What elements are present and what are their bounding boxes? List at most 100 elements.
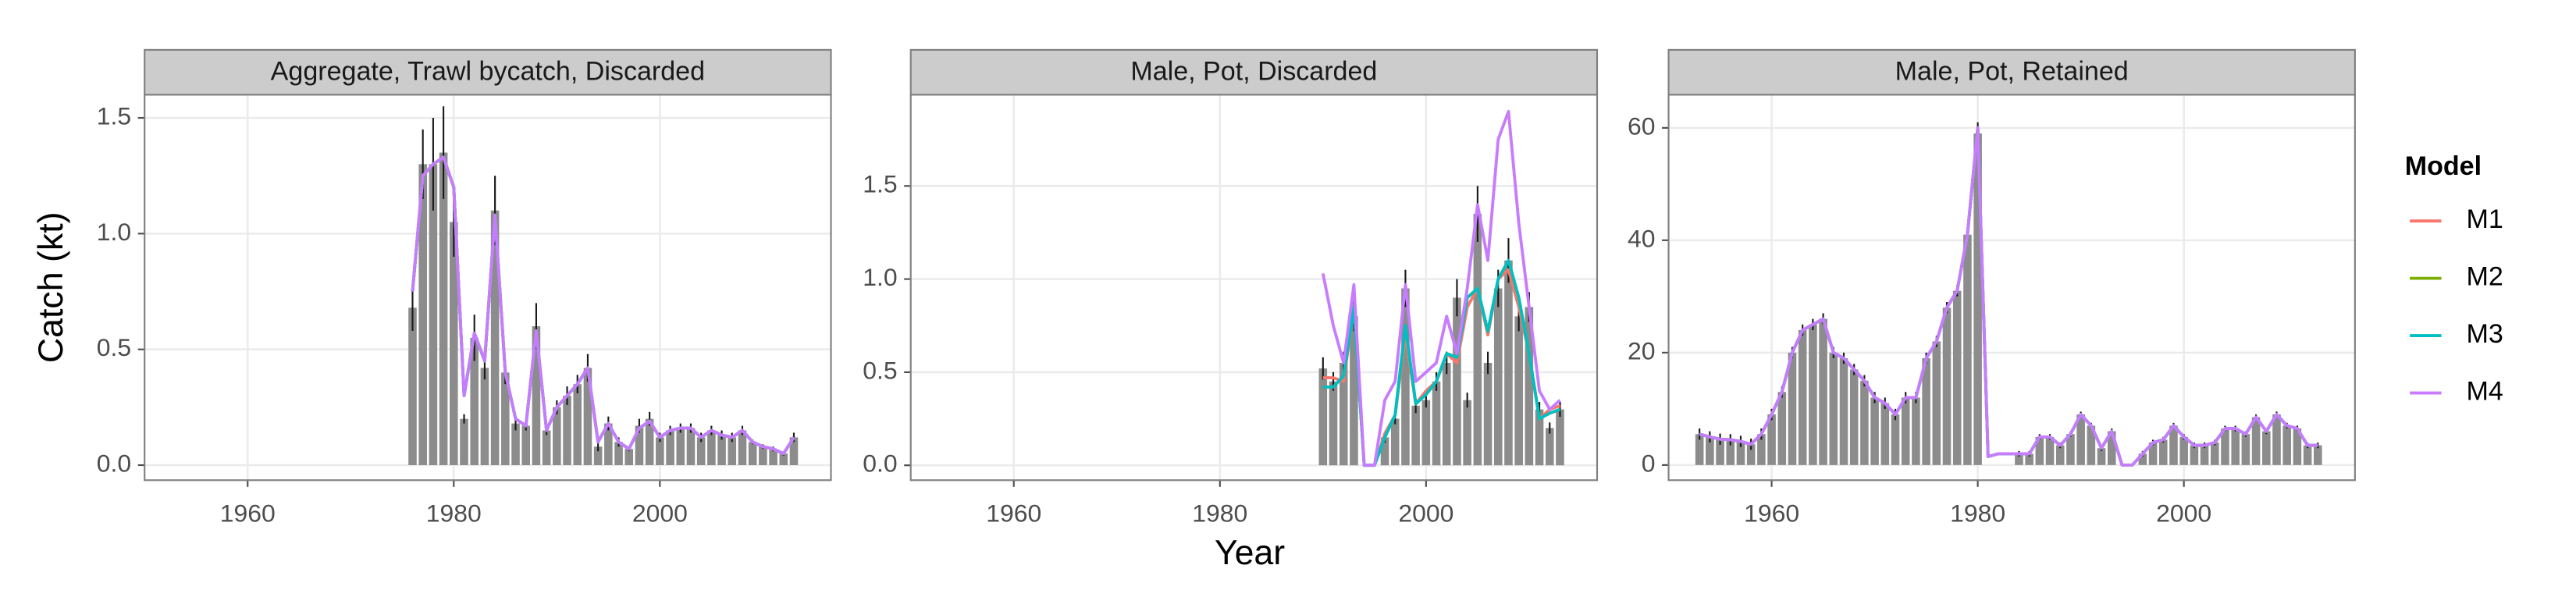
- bar: [1963, 234, 1972, 465]
- bar: [583, 368, 592, 466]
- bar: [460, 418, 468, 466]
- bar: [439, 152, 448, 466]
- bar: [707, 430, 716, 466]
- legend-label: M4: [2466, 377, 2503, 407]
- bar: [2076, 414, 2085, 465]
- bar: [2282, 425, 2291, 465]
- bar: [2272, 414, 2281, 465]
- bar: [2262, 431, 2271, 465]
- bar: [1922, 358, 1930, 465]
- bar: [1514, 316, 1523, 466]
- bar: [645, 418, 654, 466]
- y-tick-label: 1.5: [863, 170, 897, 198]
- bar: [2314, 445, 2322, 465]
- x-tick-label: 1980: [1192, 499, 1247, 527]
- legend-label: M2: [2466, 262, 2503, 292]
- bar: [1839, 358, 1848, 465]
- bar: [2303, 445, 2312, 465]
- legend-label: M1: [2466, 204, 2503, 234]
- bar: [1421, 400, 1431, 466]
- y-tick-label: 40: [1628, 224, 1656, 252]
- legend-label: M3: [2466, 319, 2503, 349]
- model-line: [1699, 126, 2318, 467]
- bar: [717, 435, 726, 466]
- bar: [1942, 307, 1952, 465]
- bar: [1726, 439, 1735, 465]
- bar: [2158, 439, 2168, 465]
- x-tick-label: 1960: [220, 499, 276, 527]
- bar: [1819, 318, 1827, 465]
- bar: [2107, 431, 2116, 465]
- bar: [511, 423, 520, 466]
- x-tick-label: 2000: [632, 499, 688, 527]
- x-tick-label: 2000: [2156, 499, 2211, 527]
- bar: [2066, 434, 2075, 465]
- bar: [418, 164, 427, 466]
- y-tick-label: 1.0: [97, 218, 131, 246]
- strip: [909, 48, 1599, 96]
- bar: [635, 425, 644, 466]
- bar: [1545, 428, 1554, 466]
- strip-title: Aggregate, Trawl bycatch, Discarded: [271, 57, 705, 87]
- bar: [728, 437, 737, 466]
- bar: [470, 337, 479, 466]
- bar: [1483, 362, 1493, 466]
- bar: [2055, 445, 2065, 465]
- bar: [1777, 392, 1787, 465]
- x-tick-label: 1960: [1744, 499, 1799, 527]
- y-tick-label: 0.5: [863, 356, 897, 384]
- x-axis-title: Year: [1215, 534, 1285, 572]
- bar: [1746, 444, 1756, 465]
- bar: [429, 164, 438, 466]
- bar: [450, 222, 458, 466]
- bar: [779, 453, 788, 466]
- bar: [1901, 397, 1910, 465]
- y-tick-label: 1.5: [97, 101, 131, 130]
- bar: [1973, 133, 1982, 465]
- bar: [1695, 434, 1704, 465]
- y-tick-label: 0.0: [97, 449, 131, 477]
- bar: [1442, 362, 1451, 466]
- bar: [1493, 288, 1503, 466]
- bar: [614, 442, 623, 466]
- bar: [1880, 403, 1890, 465]
- bar: [2231, 428, 2240, 465]
- y-tick-label: 0.5: [97, 333, 131, 361]
- bar: [666, 430, 674, 466]
- bar: [563, 396, 571, 466]
- bar: [2045, 436, 2055, 465]
- bar: [532, 326, 541, 466]
- bar: [2015, 453, 2023, 465]
- bar: [501, 372, 510, 466]
- bar: [1411, 405, 1420, 466]
- bar: [789, 437, 799, 466]
- bar: [676, 428, 685, 466]
- bar: [2241, 434, 2250, 465]
- bar: [1390, 418, 1400, 466]
- y-tick-label: 0: [1642, 449, 1656, 477]
- bar: [1350, 316, 1358, 466]
- bar: [1952, 290, 1962, 465]
- bar: [1757, 434, 1766, 465]
- model-line: [411, 155, 795, 456]
- bar: [2200, 445, 2209, 465]
- bar: [521, 425, 531, 466]
- bar: [1556, 409, 1564, 466]
- bar: [1380, 437, 1389, 466]
- y-tick-label: 60: [1628, 112, 1656, 140]
- bar: [1535, 409, 1544, 466]
- bar: [1809, 324, 1817, 465]
- bar: [1504, 260, 1513, 466]
- bar: [593, 446, 603, 466]
- bar: [2087, 425, 2096, 465]
- bar: [1912, 397, 1920, 465]
- bar: [1716, 439, 1724, 465]
- bar: [604, 423, 613, 466]
- bar: [408, 307, 417, 466]
- x-tick-label: 2000: [1398, 499, 1453, 527]
- bar: [1525, 307, 1534, 466]
- bar: [696, 437, 706, 466]
- bar: [1932, 341, 1941, 465]
